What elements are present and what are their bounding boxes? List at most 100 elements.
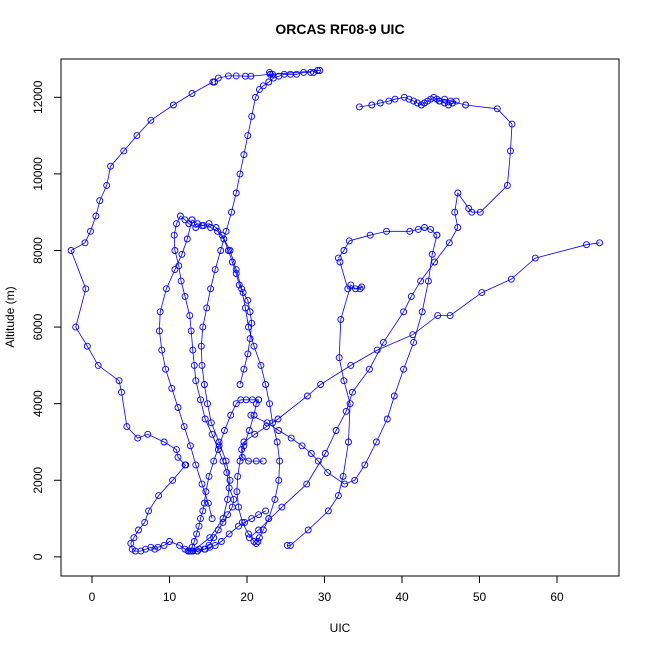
data-point [187,327,195,335]
data-point [321,450,329,457]
data-point [255,526,263,534]
x-tick-label: 30 [318,590,332,604]
data-point [193,220,201,228]
data-point [344,285,352,293]
data-point [241,72,249,80]
data-point [92,212,100,220]
data-point [414,99,421,107]
series-line [249,98,513,539]
data-point [310,68,318,76]
series-line [287,261,363,546]
data-point [192,224,200,231]
data-point [245,427,253,434]
data-point [391,95,399,103]
data-point [246,335,254,343]
series-line [359,96,457,108]
data-point [262,381,270,388]
data-point [176,541,184,549]
data-point [238,453,246,461]
data-point [184,547,192,555]
data-point [220,235,228,243]
data-point [192,377,200,385]
data-point [192,461,200,469]
data-point [235,281,243,289]
data-point [269,419,277,427]
data-point [441,99,449,107]
data-point [427,225,435,233]
data-point [246,308,254,316]
series-line [188,510,266,552]
data-point [365,365,373,373]
data-point [204,400,211,408]
data-point [135,526,142,534]
data-point [214,446,222,454]
x-tick-label: 40 [395,590,409,604]
data-point [120,147,128,155]
data-point [428,250,436,258]
data-point [421,224,428,231]
data-point [225,484,233,492]
data-point [201,545,209,553]
data-point [314,67,321,74]
data-point [293,70,301,78]
data-point [173,220,180,228]
data-point [335,354,343,362]
data-point [147,543,155,551]
data-point [203,304,211,312]
data-point [94,361,102,369]
data-point [189,346,197,354]
data-point [424,277,432,285]
series-line [158,219,213,519]
data-point [244,296,252,304]
data-point [276,457,284,465]
data-point [241,304,249,312]
data-point [214,526,222,534]
data-point [241,518,249,526]
data-point [210,457,218,465]
data-point [190,538,198,545]
data-point [368,101,376,109]
data-point [240,151,248,159]
data-point [347,361,355,369]
data-point [245,530,252,538]
series-line [130,464,198,552]
data-point [214,74,222,82]
data-point [155,492,163,500]
data-point [199,507,207,515]
data-point [242,396,250,404]
data-point [228,258,236,266]
data-point [531,254,539,262]
data-point [169,476,177,484]
data-point [303,392,311,400]
data-point [186,312,194,320]
data-point [248,319,256,327]
data-point [218,231,226,239]
data-point [287,434,295,442]
data-point [307,450,315,457]
data-point [232,400,240,408]
data-point [133,132,141,140]
data-point [361,461,369,469]
data-point [431,258,439,266]
data-point [379,338,387,346]
data-point [215,442,223,450]
data-point [596,239,604,247]
data-point [255,534,263,542]
data-point [400,93,408,101]
data-point [82,285,90,293]
data-point [158,346,166,354]
data-point [407,292,415,300]
data-point [227,411,235,419]
data-point [181,292,189,300]
data-point [244,350,252,358]
y-axis: 0 2000 4000 6000 8000 10000 12000 [31,80,62,560]
data-point [324,469,332,477]
data-point [454,189,462,197]
data-point [478,289,486,297]
data-point [255,86,263,94]
data-point [228,208,235,216]
data-point [433,231,441,239]
data-point [341,480,349,488]
data-point [169,101,177,109]
